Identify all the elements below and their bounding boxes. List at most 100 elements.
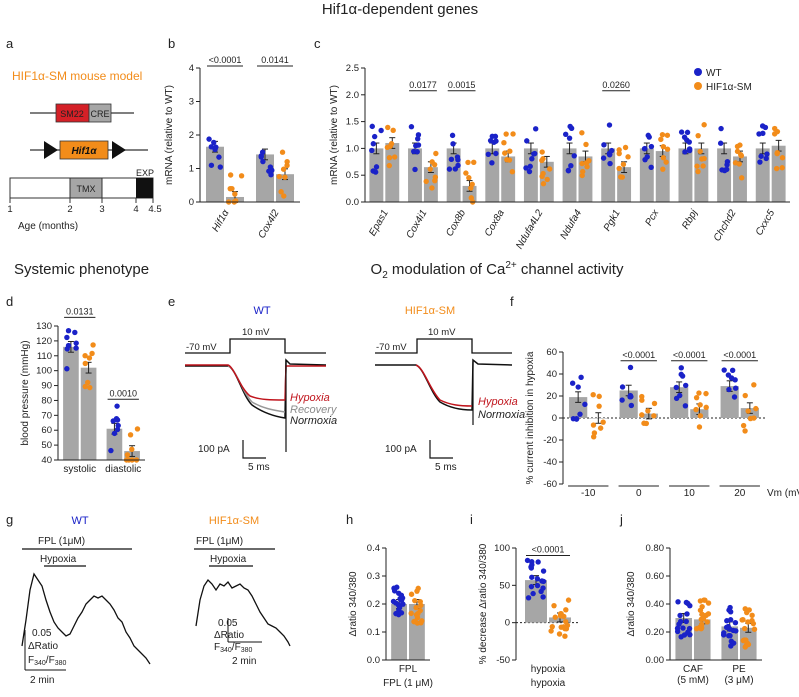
hif1a-box xyxy=(59,140,109,160)
chart-b-point-wt xyxy=(267,164,274,170)
chart-c-y-tick-label: 0.0 xyxy=(346,197,359,208)
chart-f-bar-wt xyxy=(670,387,689,418)
tmx-box xyxy=(69,177,103,199)
chart-h-point-wt xyxy=(393,610,399,617)
chart-h-point-wt xyxy=(398,596,405,603)
chart-b-point-wt xyxy=(268,172,274,178)
chart-f-point-wt xyxy=(721,367,727,373)
chart-c-category-label: Cox4i1 xyxy=(404,208,429,240)
chart-j-point-hif xyxy=(741,625,748,632)
chart-c-category-label: Ndufa4L2 xyxy=(514,208,545,251)
chart-d-y-tick-label: 90 xyxy=(41,381,52,392)
chart-j-point-wt xyxy=(724,618,730,624)
chart-j-point-wt xyxy=(674,625,681,632)
age-tick-4: 4 xyxy=(133,204,138,215)
chart-f-pvalue-label: <0.0001 xyxy=(673,350,706,360)
chart-c-point-hif xyxy=(660,143,667,150)
chart-j-point-wt xyxy=(683,618,689,625)
chart-c-point-hif xyxy=(423,178,429,185)
chart-i-point-wt xyxy=(529,562,535,568)
chart-c-point-hif xyxy=(738,151,744,158)
title-o2-modulation: O2 modulation of Ca2+ channel activity xyxy=(371,260,624,281)
chart-b-point-hif xyxy=(279,149,286,155)
chart-h-bar-hif xyxy=(409,604,425,660)
chart-c-legend-label-wt: WT xyxy=(706,68,722,79)
chart-d-point-wt xyxy=(114,403,120,409)
chart-i-point-wt xyxy=(534,582,541,589)
e-hif-normoxia-label: Normoxia xyxy=(478,409,525,421)
chart-c-point-hif xyxy=(663,159,669,165)
chart-c-bar-hif xyxy=(385,143,400,202)
chart-i-point-wt xyxy=(524,557,531,564)
chart-c-point-hif xyxy=(502,150,508,156)
g-wt-scale-time: 2 min xyxy=(30,675,54,686)
chart-c-legend-marker-hif xyxy=(694,82,702,90)
panel-g-hif: HIF1α-SM FPL (1μM) Hypoxia 0.05 ΔRatio F… xyxy=(194,515,291,667)
chart-c-point-wt xyxy=(678,129,685,135)
e-hif-hypoxia-label: Hypoxia xyxy=(478,396,518,408)
chart-c-point-hif xyxy=(471,159,477,165)
chart-d-y-tick-label: 100 xyxy=(36,366,52,377)
chart-c-point-wt xyxy=(759,123,766,129)
chart-f-y-tick-label: -60 xyxy=(543,479,557,490)
chart-c-bar-wt xyxy=(485,148,500,202)
chart-i-percent-decrease: -50 0 50 100 % decrease Δratio 340/380 hypoxi… xyxy=(478,543,580,689)
chart-i-point-hif xyxy=(563,618,569,625)
chart-j-point-hif xyxy=(749,612,755,619)
chart-c-point-wt xyxy=(485,151,491,158)
chart-f-point-wt xyxy=(728,375,735,381)
cre-box xyxy=(88,103,112,123)
chart-c-point-wt xyxy=(524,138,530,144)
chart-j-point-hif xyxy=(705,611,712,617)
e-wt-hypoxia-label: Hypoxia xyxy=(290,392,330,404)
chart-f-point-hif xyxy=(696,424,703,430)
chart-d-point-hif xyxy=(89,350,95,357)
chart-b-y-tick-label: 3 xyxy=(189,97,194,108)
chart-f-point-hif xyxy=(651,413,657,419)
chart-h-bar-wt xyxy=(391,604,407,660)
e-hif-scale-time: 5 ms xyxy=(435,462,457,473)
chart-c-point-wt xyxy=(571,153,577,159)
chart-c-category-label: Cxxc5 xyxy=(754,208,778,238)
g-wt-title: WT xyxy=(71,515,88,527)
chart-i-y-tick-label: 100 xyxy=(494,543,510,554)
chart-c-point-wt xyxy=(718,125,724,132)
chart-f-point-hif xyxy=(693,394,700,401)
hif1a-gene-label: Hif1α xyxy=(71,146,97,157)
chart-i-point-hif xyxy=(556,631,563,637)
panel-letter-c: c xyxy=(314,36,321,51)
panel-e-hif: HIF1α-SM -70 mV 10 mV Hypoxia Normoxia 1… xyxy=(375,305,525,473)
chart-c-point-hif xyxy=(701,155,707,162)
chart-c-point-hif xyxy=(386,162,393,169)
chart-c-point-wt xyxy=(686,146,693,152)
chart-c-point-hif xyxy=(539,157,545,164)
e-wt-step-label: 10 mV xyxy=(242,327,270,338)
chart-i-point-hif xyxy=(552,614,558,620)
g-wt-scale-f340-f380: F340/F380 xyxy=(28,655,66,667)
chart-h-point-hif xyxy=(417,607,423,614)
chart-f-point-wt xyxy=(678,371,684,378)
chart-c-point-wt xyxy=(493,138,499,144)
chart-b-mrna-hif1a-cox4l2: 0 1 2 3 4 mRNA (relative to WT) Hif1α Cox4l2 <0.… xyxy=(164,55,300,240)
panel-letter-d: d xyxy=(6,294,13,309)
chart-c-point-hif xyxy=(580,168,586,175)
chart-h-point-wt xyxy=(398,610,405,616)
chart-j-y-tick-label: 0.20 xyxy=(646,627,665,638)
chart-d-point-wt xyxy=(114,426,121,433)
chart-f-point-wt xyxy=(677,392,683,399)
chart-c-point-hif xyxy=(739,175,745,181)
chart-h-point-wt xyxy=(400,601,406,607)
chart-b-bar-wt xyxy=(206,146,224,202)
chart-c-bar-hif xyxy=(501,156,516,202)
chart-h-y-tick-label: 0.2 xyxy=(367,599,380,610)
chart-f-point-hif xyxy=(596,403,602,409)
chart-b-y-label: mRNA (relative to WT) xyxy=(164,85,175,185)
chart-c-pvalue-label: 0.0015 xyxy=(448,80,476,90)
chart-c-point-hif xyxy=(391,154,398,160)
chart-f-point-wt xyxy=(682,382,689,389)
chart-i-point-wt xyxy=(540,594,546,600)
chart-c-category-label: Rbpj xyxy=(680,207,700,231)
chart-c-category-label: Chchd2 xyxy=(712,208,739,244)
chart-b-point-hif xyxy=(281,193,287,199)
chart-h-category-label: FPL xyxy=(399,664,418,675)
